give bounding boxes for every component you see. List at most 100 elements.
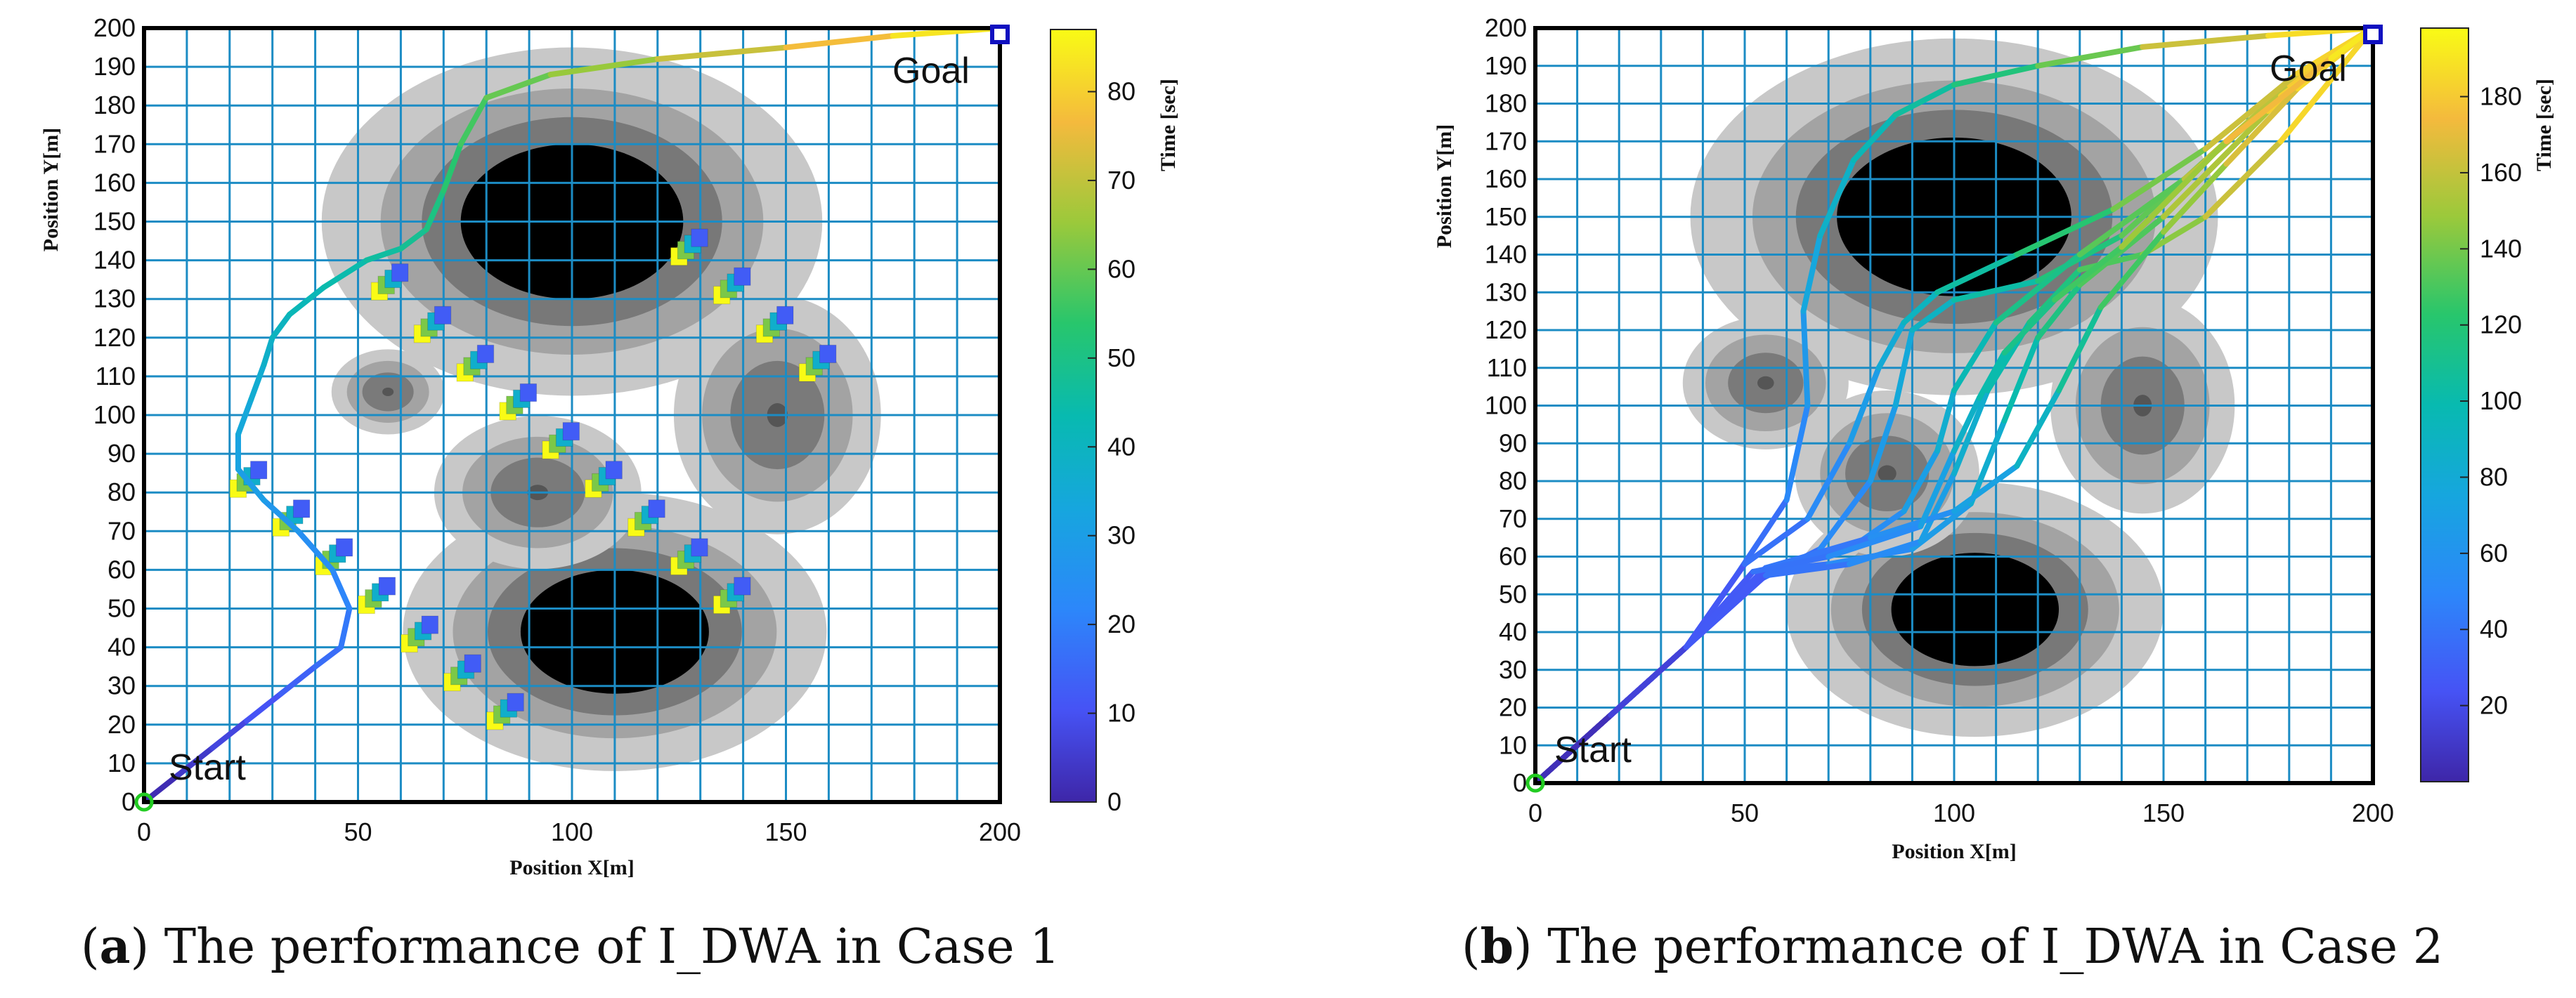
panel-a-obstacles [321,47,881,771]
y-tick-label-100: 100 [93,400,136,429]
obstacle-2-ring-3 [1757,376,1774,390]
panel-b-y-ticks: 0 10 20 30 40 50 60 70 80 90 100 110 120 130 140 150 160… [1485,13,1527,797]
trajectory-path-6-segment-3 [1762,561,1852,579]
caption-b: (b) The performance of I_DWA in Case 2 [1462,919,2443,975]
y-tick-label-60: 60 [1499,542,1527,571]
colorbar-tick-label-120: 120 [2480,310,2522,339]
y-tick-label-200: 200 [1485,13,1527,42]
y-tick-label-50: 50 [108,594,136,623]
trajectory-path-8-segment-4 [1826,523,1924,560]
trajectory-path-segment-7 [329,567,353,612]
panel-a-map: Start Goal 01020304050607080901001101201… [39,13,1180,879]
dynamic-obstacle-12 [798,344,837,382]
panel-a-goal-label: Goal [892,51,970,91]
trajectory-path-8-segment-11 [2223,55,2334,145]
trajectory-path-1-segment-5 [1800,308,1811,409]
dynamic-obstacle-5-box-3 [605,461,623,480]
x-tick-label-150: 150 [765,818,807,846]
trajectory-path-1-segment-4 [1783,402,1811,503]
trajectory-path-3-segment-4 [1804,440,1852,522]
y-tick-label-150: 150 [1485,202,1527,231]
colorbar-tick-label-80: 80 [2480,462,2508,491]
y-tick-label-150: 150 [93,207,136,236]
trajectory-path-1-segment-6 [1800,232,1823,315]
colorbar-tick-label-80: 80 [1107,77,1136,106]
y-tick-label-40: 40 [1499,617,1527,646]
trajectory-path-segment-2 [209,718,250,751]
panel-a-y-axis-label: Position Y[m] [39,128,63,251]
trajectory-path-7-segment-7 [2056,304,2104,393]
trajectory-path-2-segment-5 [1867,402,1899,484]
dynamic-obstacle-4-box-3 [562,422,580,441]
trajectory-path-segment-25 [654,44,789,63]
obstacle-1-ring-3 [1891,553,2059,667]
x-tick-label-150: 150 [2142,799,2185,827]
y-tick-label-50: 50 [1499,579,1527,608]
dynamic-obstacle-9 [670,228,708,266]
colorbar-tick-label-0: 0 [1107,787,1121,816]
panel-a-start-label: Start [169,747,246,788]
x-tick-label-50: 50 [1731,799,1759,827]
panel-b-colorbar-ticks: 20 40 60 80 100 120 140 160 180 [2460,82,2522,720]
dynamic-obstacle-0 [370,263,409,301]
trajectory-path-1-segment-10 [1951,63,2041,88]
y-tick-label-10: 10 [108,749,136,777]
panel-a-colorbar-label: Time [sec] [1157,79,1180,171]
trajectory-path-6-segment-11 [2202,138,2284,220]
caption-a-text: The performance of I_DWA in Case 1 [164,919,1060,975]
colorbar-tick-label-160: 160 [2480,158,2522,187]
panel-a-colorbar [1050,29,1097,803]
trajectory-path-7-segment-6 [2014,388,2062,469]
trajectory-path-5-segment-8 [2035,282,2083,341]
dynamic-obstacle-11 [755,306,794,343]
y-tick-label-180: 180 [1485,89,1527,118]
y-tick-label-30: 30 [1499,655,1527,684]
colorbar-tick-label-60: 60 [2480,539,2508,567]
trajectory-path-segment-18 [363,246,404,263]
trajectory-path-2-segment-6 [1892,327,1915,409]
colorbar-tick-label-50: 50 [1107,343,1136,372]
trajectory-path-segment-24 [547,56,661,78]
y-tick-label-120: 120 [1485,315,1527,344]
trajectory-path-segment-19 [398,226,429,252]
dynamic-obstacle-18 [443,654,481,692]
trajectory-path-5-segment-6 [1967,418,2008,507]
panel-a-markers [134,25,1010,812]
dynamic-obstacle-16 [358,577,396,615]
dynamic-obstacle-18-box-3 [464,654,481,673]
trajectory-path-6-segment-9 [2076,251,2146,273]
trajectory-path-8-segment-1 [1608,644,1689,718]
panel-b-start-label: Start [1554,730,1632,770]
dynamic-obstacle-1 [413,306,452,343]
trajectory-path-3-segment-6 [1875,320,1907,371]
goal-marker [2363,25,2383,44]
trajectory-path-segment-3 [244,690,284,724]
trajectory-path-7-segment-4 [1867,508,1957,541]
y-tick-label-130: 130 [1485,277,1527,306]
dynamic-obstacle-19-box-3 [507,692,524,711]
x-tick-label-50: 50 [344,818,372,846]
trajectory-path-segment-1 [175,744,216,778]
y-tick-label-0: 0 [122,787,136,816]
trajectory-path-1-segment-9 [1892,81,1957,118]
y-tick-label-70: 70 [1499,504,1527,533]
trajectory-path-4-segment-6 [1934,388,1957,454]
trajectory-path-8-segment-5 [1918,448,1957,530]
trajectory-path-6-segment-5 [1918,471,1957,544]
trajectory-path-segment-10 [235,466,267,504]
colorbar-tick-label-40: 40 [2480,615,2508,643]
dynamic-obstacle-9-box-3 [691,228,708,247]
y-tick-label-160: 160 [1485,164,1527,193]
y-tick-label-110: 110 [96,362,136,390]
dynamic-obstacle-6-box-3 [648,499,665,518]
trajectory-path-segment-23 [483,72,554,101]
trajectory-path-8-segment-10 [2119,138,2230,250]
panel-b-trajectories [1535,28,2373,783]
panel-a-colorbar-ticks: 0 10 20 30 40 50 60 70 80 [1088,77,1136,816]
dynamic-obstacle-13-box-3 [250,461,268,480]
trajectory-path-3-segment-10 [2110,146,2209,212]
trajectory-path-7-segment-10 [2223,86,2301,167]
trajectory-path-7-segment-5 [1951,463,2020,514]
trajectory-path-segment-26 [783,33,896,51]
